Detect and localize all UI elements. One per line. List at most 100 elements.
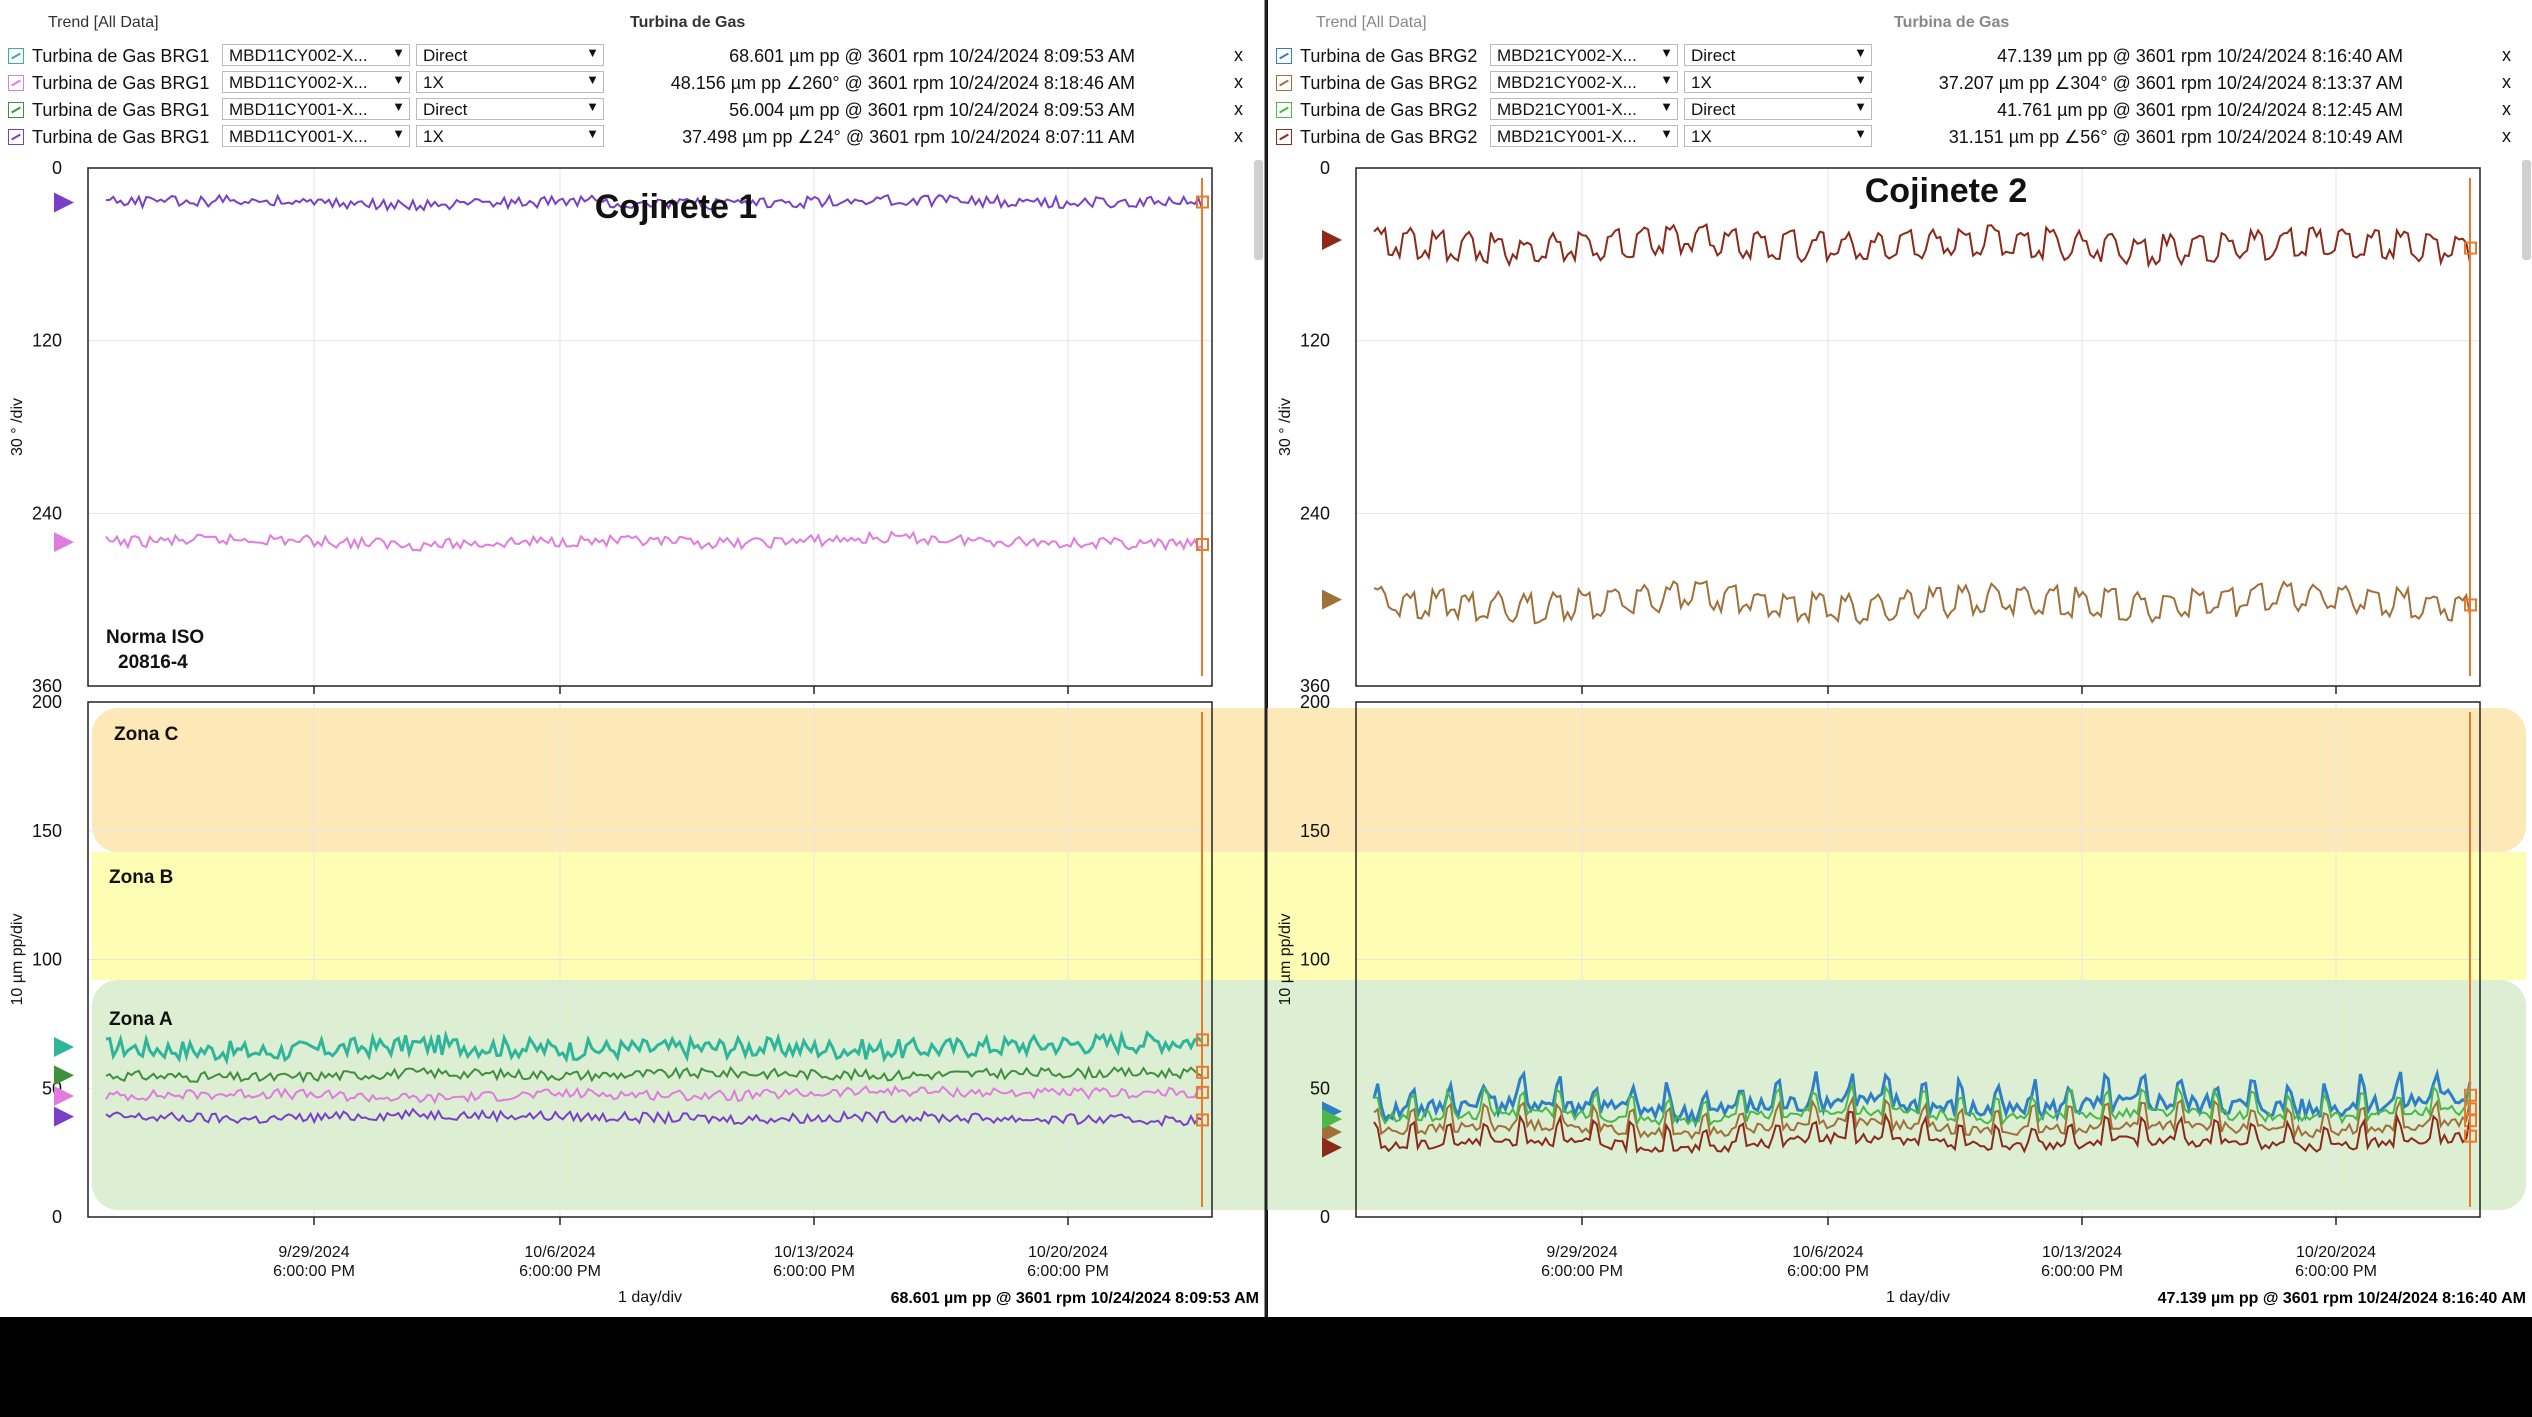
trend-icon: [8, 102, 24, 118]
channel-name: Turbina de Gas BRG2: [1300, 127, 1478, 147]
point-dropdown-value: MBD11CY001-X...: [229, 127, 368, 146]
trend-icon: [8, 75, 24, 91]
channel-row[interactable]: Turbina de Gas BRG1 MBD11CY002-X... ▼ 1X ▼ 48…: [0, 71, 1265, 97]
y-tick-label: 100: [32, 950, 62, 970]
y-tick-label: 200: [32, 692, 62, 712]
cursor-readout: 47.139 µm pp @ 3601 rpm 10/24/2024 8:16:…: [2157, 1290, 2526, 1307]
y-axis-label: 30 ° /div: [1277, 398, 1294, 456]
mode-dropdown-value: 1X: [1691, 127, 1712, 146]
mode-dropdown[interactable]: 1X ▼: [416, 125, 604, 147]
channel-row[interactable]: Turbina de Gas BRG2 MBD21CY001-X... ▼ 1X ▼ 31…: [1268, 125, 2532, 151]
point-dropdown[interactable]: MBD21CY001-X... ▼: [1490, 125, 1678, 147]
point-dropdown[interactable]: MBD21CY002-X... ▼: [1490, 71, 1678, 93]
plot-area: [88, 168, 1212, 686]
y-axis-label: 10 µm pp/div: [1277, 914, 1294, 1006]
point-dropdown[interactable]: MBD11CY002-X... ▼: [222, 44, 410, 66]
point-dropdown-value: MBD21CY001-X...: [1497, 127, 1637, 146]
remove-channel-button[interactable]: x: [1234, 126, 1243, 146]
mode-dropdown[interactable]: Direct ▼: [416, 98, 604, 120]
remove-channel-button[interactable]: x: [2502, 45, 2511, 65]
channel-row[interactable]: Turbina de Gas BRG1 MBD11CY002-X... ▼ Direc…: [0, 44, 1265, 70]
x-tick-label: 10/6/2024: [524, 1244, 595, 1261]
plot-frame: [87, 701, 1213, 1218]
trend-header-title: Turbina de Gas: [1894, 14, 2010, 31]
series-marker: [54, 532, 74, 553]
mode-dropdown[interactable]: Direct ▼: [1684, 44, 1872, 66]
remove-channel-button[interactable]: x: [1234, 72, 1243, 92]
x-tick-label: 10/20/2024: [1028, 1244, 1108, 1261]
point-dropdown[interactable]: MBD11CY001-X... ▼: [222, 125, 410, 147]
chevron-down-icon: ▼: [392, 72, 405, 87]
x-tick-label: 6:00:00 PM: [1027, 1263, 1109, 1280]
channel-name: Turbina de Gas BRG1: [32, 73, 210, 93]
y-tick-label: 120: [1300, 331, 1330, 351]
y-tick-label: 240: [32, 503, 62, 523]
chevron-down-icon: ▼: [586, 126, 599, 141]
chart-title: Cojinete 2: [1865, 172, 2027, 210]
point-dropdown[interactable]: MBD21CY002-X... ▼: [1490, 44, 1678, 66]
channel-row[interactable]: Turbina de Gas BRG2 MBD21CY002-X... ▼ 1X ▼ 37…: [1268, 71, 2532, 97]
channel-value: 56.004 µm pp @ 3601 rpm 10/24/2024 8:09:…: [729, 100, 1135, 120]
mode-dropdown[interactable]: 1X ▼: [416, 71, 604, 93]
plot-area: [1356, 168, 2480, 686]
series-line: [105, 1029, 1204, 1066]
zone-c-band: [92, 708, 2526, 852]
channel-name: Turbina de Gas BRG1: [32, 46, 210, 66]
y-tick-label: 100: [1300, 950, 1330, 970]
remove-channel-button[interactable]: x: [2502, 72, 2511, 92]
channel-row[interactable]: Turbina de Gas BRG2 MBD21CY001-X... ▼ Direc…: [1268, 98, 2532, 124]
y-axis-label: 30 ° /div: [9, 398, 26, 456]
trend-icon: [1276, 102, 1292, 118]
chevron-down-icon: ▼: [1854, 45, 1867, 60]
y-tick-label: 360: [32, 676, 62, 696]
x-tick-label: 9/29/2024: [1546, 1244, 1617, 1261]
x-axis-label: 1 day/div: [618, 1289, 682, 1306]
point-dropdown-value: MBD21CY002-X...: [1497, 46, 1637, 65]
chart-title: Cojinete 1: [595, 188, 757, 226]
mode-dropdown[interactable]: 1X ▼: [1684, 125, 1872, 147]
chevron-down-icon: ▼: [1660, 45, 1673, 60]
chevron-down-icon: ▼: [392, 99, 405, 114]
channel-row[interactable]: Turbina de Gas BRG1 MBD11CY001-X... ▼ 1X ▼ 37…: [0, 125, 1265, 151]
channel-row[interactable]: Turbina de Gas BRG2 MBD21CY002-X... ▼ Direc…: [1268, 44, 2532, 70]
x-tick-label: 6:00:00 PM: [773, 1263, 855, 1280]
chevron-down-icon: ▼: [586, 72, 599, 87]
remove-channel-button[interactable]: x: [1234, 99, 1243, 119]
point-dropdown[interactable]: MBD11CY001-X... ▼: [222, 98, 410, 120]
channel-value: 41.761 µm pp @ 3601 rpm 10/24/2024 8:12:…: [1997, 100, 2403, 120]
trend-header-label: Trend [All Data]: [1316, 14, 1427, 31]
mode-dropdown-value: 1X: [1691, 73, 1712, 92]
zone-a-band: [92, 980, 2526, 1210]
mode-dropdown-value: Direct: [423, 100, 468, 119]
remove-channel-button[interactable]: x: [2502, 126, 2511, 146]
x-tick-label: 6:00:00 PM: [1787, 1263, 1869, 1280]
channel-row[interactable]: Turbina de Gas BRG1 MBD11CY001-X... ▼ Direc…: [0, 98, 1265, 124]
channel-value: 31.151 µm pp ∠56° @ 3601 rpm 10/24/2024 …: [1948, 127, 2403, 147]
point-dropdown[interactable]: MBD21CY001-X... ▼: [1490, 98, 1678, 120]
series-line: [1373, 1110, 2471, 1155]
zone-label: Zona B: [109, 867, 173, 888]
trend-icon: [8, 129, 24, 145]
remove-channel-button[interactable]: x: [1234, 45, 1243, 65]
y-tick-label: 150: [1300, 821, 1330, 841]
point-dropdown-value: MBD11CY001-X...: [229, 100, 368, 119]
x-tick-label: 6:00:00 PM: [1541, 1263, 1623, 1280]
series-line: [1372, 1068, 2472, 1129]
series-line: [1373, 1094, 2471, 1141]
iso-norm-label: Norma ISO: [106, 627, 204, 648]
scrollbar: [2522, 160, 2531, 260]
point-dropdown-value: MBD11CY002-X...: [229, 46, 368, 65]
iso-norm-label: 20816-4: [118, 652, 188, 673]
mode-dropdown[interactable]: 1X ▼: [1684, 71, 1872, 93]
series-line: [105, 193, 1203, 213]
point-dropdown[interactable]: MBD11CY002-X... ▼: [222, 71, 410, 93]
remove-channel-button[interactable]: x: [2502, 99, 2511, 119]
mode-dropdown-value: Direct: [1691, 100, 1736, 119]
series-marker: [1322, 1122, 1342, 1143]
point-dropdown-value: MBD11CY002-X...: [229, 73, 368, 92]
mode-dropdown[interactable]: Direct ▼: [1684, 98, 1872, 120]
x-tick-label: 10/20/2024: [2296, 1244, 2376, 1261]
x-tick-label: 10/13/2024: [774, 1244, 854, 1261]
y-tick-label: 240: [1300, 503, 1330, 523]
mode-dropdown[interactable]: Direct ▼: [416, 44, 604, 66]
